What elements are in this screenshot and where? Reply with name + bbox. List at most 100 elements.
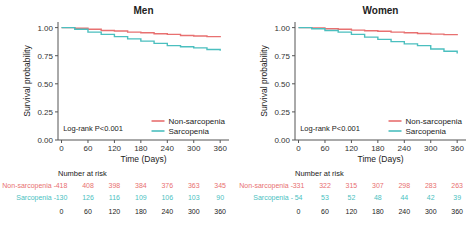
legend-swatch	[152, 130, 165, 132]
legend-swatch	[389, 120, 402, 122]
risk-value: 52	[348, 194, 356, 201]
x-tick-label: 180	[371, 144, 385, 153]
x-tick-label: 0	[296, 144, 301, 153]
x-tick-label: 300	[187, 144, 201, 153]
y-tick	[292, 55, 295, 56]
risk-x-label: 300	[425, 208, 437, 215]
y-tick	[55, 27, 58, 28]
annotation: Log-rank P<0.001	[63, 124, 123, 133]
x-tick	[298, 140, 299, 143]
y-axis-label: Survival probability	[22, 45, 32, 117]
risk-value: 283	[425, 182, 437, 189]
risk-x-label: 60	[321, 208, 329, 215]
plot-area	[299, 28, 458, 54]
y-tick	[55, 55, 58, 56]
panel: Men 0 60 120 180 240 300 360 0.00 0.25 0.50 0.75 1.0…	[2, 5, 229, 215]
y-tick	[292, 83, 295, 84]
risk-value: 48	[374, 194, 382, 201]
risk-row-label: Sarcopenia -	[253, 194, 293, 202]
x-tick	[61, 140, 62, 143]
x-axis-label: Time (Days)	[358, 154, 404, 164]
legend: Non-sarcopeniaSarcopenia	[152, 117, 226, 136]
risk-value: 116	[109, 194, 120, 201]
x-tick-label: 360	[214, 144, 228, 153]
y-tick	[55, 140, 58, 141]
x-tick	[351, 140, 352, 143]
risk-value: 376	[161, 182, 173, 189]
risk-value: 54	[295, 194, 303, 201]
risk-value: 42	[427, 194, 435, 201]
x-tick-label: 60	[84, 144, 93, 153]
risk-value: 345	[214, 182, 226, 189]
chart-root: Men 0 60 120 180 240 300 360 0.00 0.25 0.50 0.75 1.0…	[0, 0, 474, 243]
risk-value: 263	[451, 182, 463, 189]
y-axis-line	[295, 22, 296, 140]
legend-label: Sarcopenia	[406, 127, 447, 136]
y-tick	[292, 111, 295, 112]
y-tick-label: 1.00	[37, 24, 53, 33]
y-tick-label: 0.75	[37, 52, 53, 61]
risk-x-label: 300	[188, 208, 200, 215]
title: Men	[134, 5, 154, 16]
y-tick	[292, 27, 295, 28]
survival-curve	[62, 28, 221, 51]
risk-value: 103	[188, 194, 200, 201]
risk-x-label: 120	[346, 208, 358, 215]
legend: Non-sarcopeniaSarcopenia	[389, 117, 463, 136]
risk-x-label: 120	[109, 208, 121, 215]
risk-value: 307	[372, 182, 384, 189]
risk-value: 315	[346, 182, 358, 189]
y-tick-label: 0.50	[37, 80, 53, 89]
risk-value: 44	[400, 194, 408, 201]
x-tick	[457, 140, 458, 143]
risk-value: 298	[398, 182, 410, 189]
risk-value: 322	[319, 182, 331, 189]
risk-x-label: 360	[214, 208, 226, 215]
risk-table: Number at riskNon-sarcopenia -4184083983…	[2, 169, 226, 215]
x-tick-label: 120	[345, 144, 359, 153]
risk-value: 106	[161, 194, 173, 201]
x-tick	[404, 140, 405, 143]
x-tick	[377, 140, 378, 143]
risk-x-label: 180	[372, 208, 384, 215]
x-tick	[193, 140, 194, 143]
y-tick	[55, 83, 58, 84]
y-tick	[292, 140, 295, 141]
risk-value: 384	[135, 182, 147, 189]
annotation: Log-rank P<0.001	[300, 124, 360, 133]
risk-x-label: 0	[297, 208, 301, 215]
title: Women	[363, 5, 399, 16]
risk-x-label: 360	[451, 208, 463, 215]
risk-row-label: Non-sarcopenia -	[2, 182, 56, 190]
y-tick-label: 0.25	[37, 108, 53, 117]
x-tick-label: 180	[134, 144, 148, 153]
y-tick-label: 0.75	[274, 52, 290, 61]
risk-table: Number at riskNon-sarcopenia -3313223153…	[239, 169, 463, 215]
x-tick	[114, 140, 115, 143]
panel: Women 0 60 120 180 240 300 360 0.00 0.25 0.50 0.75 1…	[239, 5, 466, 215]
risk-x-label: 240	[161, 208, 173, 215]
risk-value: 126	[82, 194, 94, 201]
y-axis-line	[58, 22, 59, 140]
x-axis-label: Time (Days)	[121, 154, 167, 164]
risk-value: 418	[56, 182, 68, 189]
y-tick-label: 0.00	[274, 136, 290, 145]
risk-value: 363	[188, 182, 200, 189]
risk-value: 130	[56, 194, 68, 201]
legend-swatch	[152, 120, 165, 122]
risk-x-label: 0	[60, 208, 64, 215]
risk-table-title: Number at risk	[58, 169, 107, 178]
x-tick-label: 120	[108, 144, 122, 153]
legend-label: Non-sarcopenia	[169, 117, 226, 126]
y-tick	[55, 111, 58, 112]
risk-x-label: 240	[398, 208, 410, 215]
risk-value: 331	[293, 182, 305, 189]
risk-value: 39	[453, 194, 461, 201]
y-tick-label: 0.50	[274, 80, 290, 89]
risk-value: 109	[135, 194, 147, 201]
risk-value: 398	[109, 182, 121, 189]
y-tick-label: 0.00	[37, 136, 53, 145]
x-tick	[167, 140, 168, 143]
y-tick-label: 0.25	[274, 108, 290, 117]
x-tick	[324, 140, 325, 143]
